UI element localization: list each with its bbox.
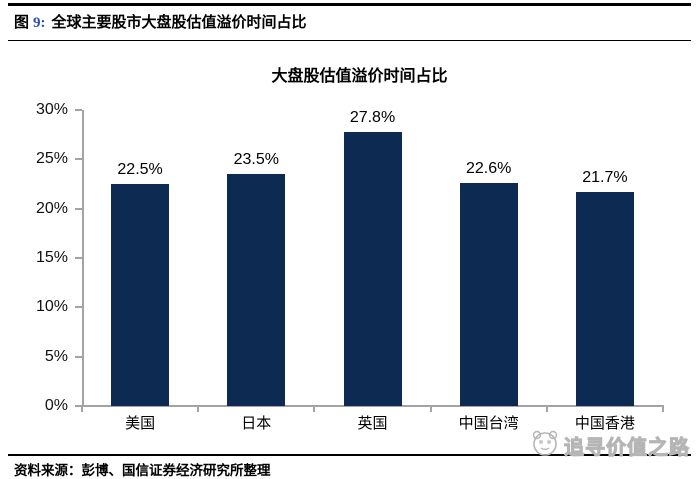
bar [459, 183, 518, 406]
header-divider [8, 40, 691, 41]
y-axis-tick [75, 257, 82, 259]
x-axis-tick [545, 406, 548, 412]
bar-value-label: 23.5% [233, 151, 279, 169]
y-axis-line [82, 110, 84, 407]
y-tick-label: 20% [35, 199, 68, 217]
figure-caption-number: 9: [33, 15, 46, 31]
bar-value-label: 22.6% [466, 160, 512, 177]
y-tick-label: 10% [35, 298, 68, 316]
bar-value-label: 27.8% [349, 108, 396, 126]
figure-caption-prefix: 图 [14, 15, 30, 31]
y-axis-tick [75, 405, 82, 407]
y-axis-tick [75, 306, 82, 309]
category-label: 英国 [357, 416, 388, 432]
y-tick-label: 25% [35, 150, 68, 168]
y-tick-label: 5% [44, 347, 68, 365]
y-axis-tick [75, 355, 82, 358]
bar-value-label: 22.5% [117, 161, 163, 178]
figure-caption: 图 9: 全球主要股市大盘股估值溢价时间占比 [14, 11, 307, 32]
watermark: 追寻价值之路 [530, 429, 690, 461]
top-rule [8, 3, 691, 6]
bar [575, 191, 634, 406]
x-axis-tick [81, 406, 83, 412]
panda-logo-icon [530, 428, 560, 463]
x-axis-line [82, 405, 664, 407]
x-axis-tick [662, 406, 664, 412]
x-axis-tick [313, 406, 316, 412]
chart-title: 大盘股估值溢价时间占比 [271, 68, 448, 85]
y-tick-label: 0% [44, 397, 68, 414]
y-tick-label: 30% [35, 101, 68, 118]
category-label: 美国 [125, 416, 156, 432]
y-axis-tick [75, 109, 82, 111]
y-axis-tick [75, 158, 82, 161]
watermark-text: 追寻价值之路 [564, 436, 690, 459]
x-axis-tick [429, 406, 432, 412]
bar [111, 184, 170, 406]
category-label: 日本 [241, 416, 272, 432]
bar-value-label: 21.7% [582, 168, 628, 186]
category-label: 中国台湾 [458, 416, 519, 432]
figure-caption-title: 全球主要股市大盘股估值溢价时间占比 [51, 15, 307, 31]
source-note: 资料来源：彭博、国信证券经济研究所整理 [14, 463, 271, 478]
category-label: 中国香港 [574, 416, 635, 432]
bar [227, 174, 286, 406]
y-tick-label: 15% [35, 249, 68, 266]
bottom-rule [8, 454, 691, 456]
bar [343, 131, 402, 406]
y-axis-tick [75, 207, 82, 210]
x-axis-tick [197, 406, 200, 412]
